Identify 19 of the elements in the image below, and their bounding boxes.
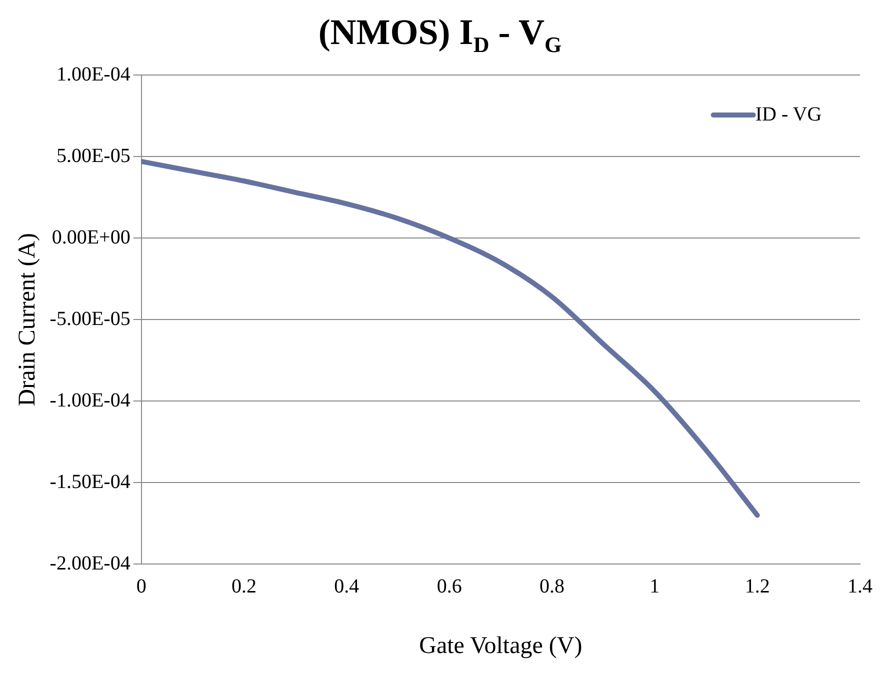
y-tick-label: -5.00E-05 <box>50 308 130 330</box>
y-tick-label: -1.50E-04 <box>50 470 130 493</box>
y-tick-label: -2.00E-04 <box>50 552 130 574</box>
y-tick-label: 1.00E-04 <box>56 63 130 86</box>
legend-label: ID - VG <box>755 103 822 126</box>
x-tick-label: 1.4 <box>848 575 872 598</box>
x-tick-label: 1.2 <box>744 575 770 598</box>
y-tick-label: 5.00E-05 <box>56 144 130 167</box>
x-tick-label: 0.2 <box>232 575 257 598</box>
x-tick-label: 0.4 <box>334 575 360 598</box>
x-tick-label: 0.8 <box>540 575 564 598</box>
chart-title: (NMOS) I$_{D}$ - V$_{G}$ <box>317 11 563 60</box>
y-tick-label: 0.00E+00 <box>52 226 130 248</box>
y-axis-title: Drain Current (A) <box>14 232 41 406</box>
x-axis-title: Gate Voltage (V) <box>419 632 582 659</box>
y-tick-label: -1.00E-04 <box>50 389 130 412</box>
x-tick-label: 0 <box>136 575 146 598</box>
x-tick-label: 1 <box>650 575 660 598</box>
x-tick-label: 0.6 <box>436 575 462 598</box>
